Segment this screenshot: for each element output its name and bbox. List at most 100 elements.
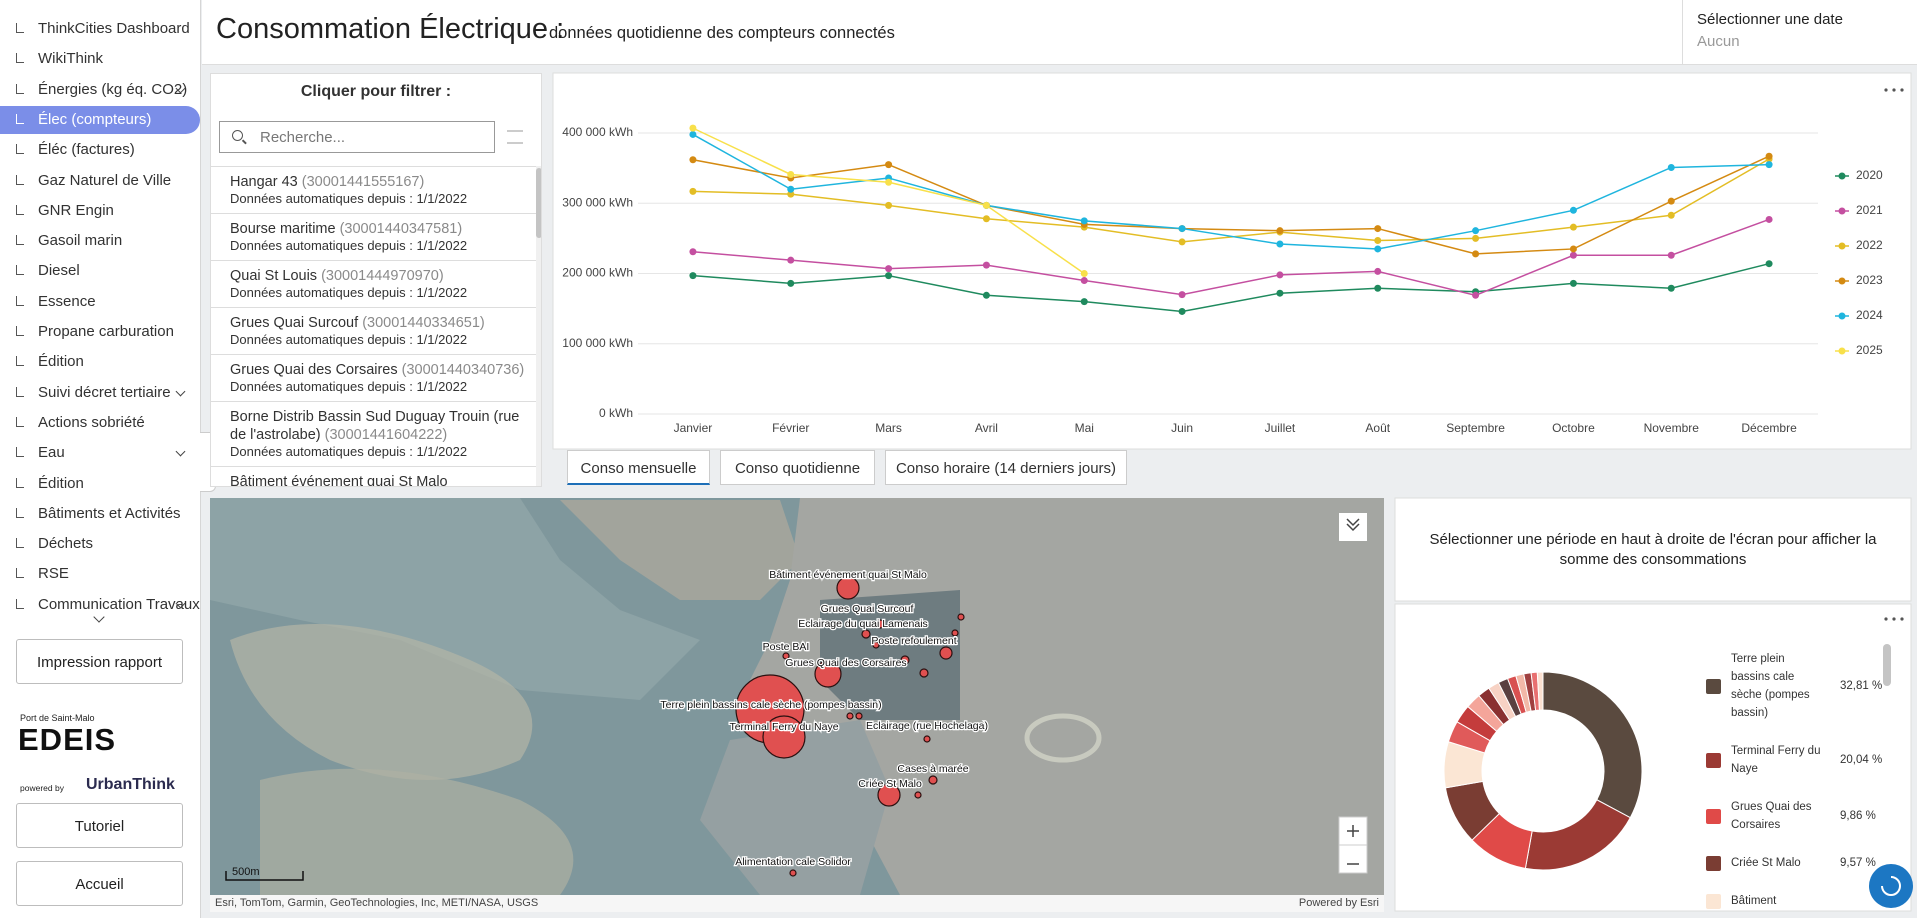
sidebar: ThinkCities Dashboard WikiThink Énergies (…: [0, 0, 201, 918]
item-id: (30001441604222): [324, 427, 448, 443]
refresh-icon: [1881, 876, 1901, 896]
filter-item[interactable]: Hangar 43 (30001441555167) Données automa…: [211, 167, 536, 214]
nav-icon: [16, 295, 24, 306]
nav-label: Diesel: [38, 262, 80, 280]
nav-label: WikiThink: [38, 50, 104, 68]
nav-item[interactable]: Gasoil marin: [0, 227, 200, 255]
map-markers[interactable]: [735, 576, 965, 877]
nav-chevron: [175, 446, 186, 457]
nav-item[interactable]: Édition: [0, 348, 200, 376]
data-point: [1178, 307, 1186, 315]
x-tick-label: Décembre: [1741, 421, 1797, 435]
map: Bâtiment événement quai St Malo Grues Qu…: [210, 498, 1384, 895]
data-point: [1472, 234, 1480, 242]
nav-icon: [16, 447, 24, 458]
nav-item[interactable]: Actions sobriété: [0, 409, 200, 437]
nav-icon: [16, 204, 24, 215]
data-point: [689, 124, 697, 132]
legend-label: 2020: [1856, 168, 1883, 182]
data-point: [787, 185, 795, 193]
nav-item[interactable]: Déchets: [0, 530, 200, 558]
tutorial-button[interactable]: Tutoriel: [16, 803, 183, 848]
header: Consommation Électrique : données quotid…: [202, 0, 1917, 65]
home-button[interactable]: Accueil: [16, 861, 183, 906]
nav-item[interactable]: Eau: [0, 439, 200, 467]
nav-item[interactable]: Propane carburation: [0, 318, 200, 346]
donut-chart: [1443, 671, 1643, 871]
date-label[interactable]: Sélectionner une date: [1697, 11, 1843, 28]
item-id: (30001444970970): [321, 268, 444, 284]
report-button[interactable]: Impression rapport: [16, 639, 183, 684]
search-box[interactable]: Recherche...: [219, 121, 495, 153]
filter-item[interactable]: Grues Quai Surcouf (30001440334651) Donné…: [211, 308, 536, 355]
value-label: 20,04 %: [1840, 754, 1883, 766]
filter-item[interactable]: Quai St Louis (30001444970970) Données au…: [211, 261, 536, 308]
x-tick-label: Novembre: [1644, 421, 1700, 435]
data-point: [787, 279, 795, 287]
nav-item[interactable]: Essence: [0, 288, 200, 316]
filter-list: Hangar 43 (30001441555167) Données automa…: [211, 166, 536, 486]
filter-item[interactable]: Borne Distrib Bassin Sud Duguay Trouin (…: [211, 402, 536, 467]
map-label: Eclairage (rue Hochelaga): [866, 720, 988, 732]
nav-item[interactable]: Élec (compteurs): [0, 105, 200, 134]
map-controls[interactable]: [1338, 513, 1368, 874]
nav-item[interactable]: Suivi décret tertiaire: [0, 379, 200, 407]
tab[interactable]: Conso quotidienne: [720, 450, 875, 485]
nav-item[interactable]: Diesel: [0, 257, 200, 285]
nav-item[interactable]: Bâtiments et Activités: [0, 500, 200, 528]
filter-panel: Cliquer pour filtrer : Recherche... Hang…: [210, 73, 542, 487]
value-label: 32,81 %: [1840, 680, 1883, 692]
data-point: [1374, 267, 1382, 275]
legend-entry: Terre plein bassins cale sèche (pompes b…: [1700, 650, 1885, 722]
date-value[interactable]: Aucun: [1697, 33, 1740, 50]
filter-icon[interactable]: [507, 130, 523, 144]
map-label: Cases à marée: [897, 763, 968, 775]
data-point: [1080, 217, 1088, 225]
data-point: [787, 256, 795, 264]
nav-item[interactable]: RSE: [0, 560, 200, 588]
menu-dots[interactable]: [1884, 88, 1904, 92]
filter-item[interactable]: Grues Quai des Corsaires (30001440340736…: [211, 355, 536, 402]
nav-item[interactable]: Éléc (factures): [0, 136, 200, 164]
nav-label: Édition: [38, 353, 84, 371]
nav-icon: [16, 53, 24, 64]
item-subtitle: Données automatiques depuis : 1/1/2022: [230, 285, 468, 300]
scrollbar[interactable]: [1883, 644, 1891, 686]
data-point: [787, 170, 795, 178]
nav-label: Gaz Naturel de Ville: [38, 171, 172, 189]
menu-dots[interactable]: [1884, 617, 1904, 621]
line-chart: 0 kWh 100 000 kWh 200 000 kWh 300 000 kWh 40…: [562, 124, 1883, 435]
filter-item[interactable]: Bâtiment événement quai St Malo: [211, 467, 536, 486]
data-point: [1374, 284, 1382, 292]
x-tick-label: Mai: [1075, 421, 1094, 435]
filter-item[interactable]: Bourse maritime (30001440347581) Données …: [211, 214, 536, 261]
x-tick-label: Avril: [975, 421, 998, 435]
nav-item[interactable]: Énergies (kg éq. CO2): [0, 76, 200, 104]
nav-icon: [16, 386, 24, 397]
nav-item[interactable]: WikiThink: [0, 45, 200, 73]
legend-marker: [1838, 242, 1846, 250]
nav-item[interactable]: Communication Travaux: [0, 591, 200, 619]
nav-label: Édition: [38, 474, 84, 492]
nav-item[interactable]: Édition: [0, 470, 200, 498]
search-placeholder: Recherche...: [260, 129, 346, 146]
nav-icon: [16, 113, 24, 124]
nav-item[interactable]: ThinkCities Dashboard: [0, 15, 200, 43]
data-point: [1569, 245, 1577, 253]
nav-item[interactable]: GNR Engin: [0, 197, 200, 225]
tab[interactable]: Conso mensuelle: [567, 450, 710, 485]
nav-label: Propane carburation: [38, 323, 174, 340]
map-label: Grues Quai Surcouf: [821, 603, 914, 615]
nav-item[interactable]: Gaz Naturel de Ville: [0, 167, 200, 195]
data-point: [885, 201, 893, 209]
refresh-button[interactable]: [1869, 864, 1913, 908]
tab[interactable]: Conso horaire (14 derniers jours): [885, 450, 1127, 485]
attribution: Esri, TomTom, Garmin, GeoTechnologies, I…: [215, 897, 538, 909]
data-point: [1080, 277, 1088, 285]
nav-icon: [16, 538, 24, 549]
data-point: [1667, 197, 1675, 205]
data-point: [1276, 227, 1284, 235]
item-name: Quai St Louis: [230, 268, 318, 284]
item-title: Borne Distrib Bassin Sud Duguay Trouin (…: [230, 408, 528, 444]
